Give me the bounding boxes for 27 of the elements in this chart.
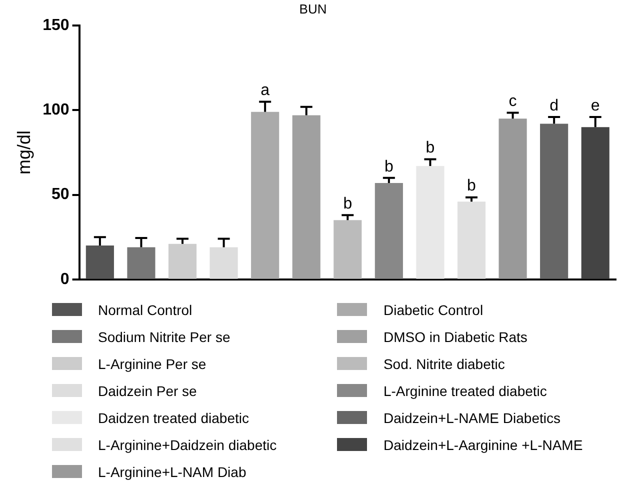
y-tick-label: 0: [60, 270, 70, 288]
data-label: b: [426, 140, 435, 157]
y-tick-label: 150: [42, 17, 70, 34]
data-label: a: [260, 82, 270, 100]
data-label: b: [467, 178, 476, 195]
y-axis-title: mg/dl: [14, 130, 34, 175]
data-label: b: [384, 158, 394, 176]
legend-label: L-Arginine+L-NAM Diab: [98, 464, 246, 480]
legend-label: L-Arginine Per se: [98, 356, 206, 372]
legend-label: Daidzein+L-Aarginine +L-NAME: [383, 436, 583, 452]
legend-label: Sod. Nitrite diabetic: [383, 356, 505, 372]
legend-label: Normal Control: [98, 302, 192, 318]
data-label: d: [550, 97, 559, 114]
y-tick-label: 100: [42, 102, 70, 119]
chart-title: BUN: [299, 1, 327, 16]
legend-label: L-Arginine treated diabetic: [383, 382, 547, 398]
legend-label: Diabetic Control: [383, 302, 484, 318]
data-label: b: [343, 196, 352, 213]
legend-label: Daidzein Per se: [98, 382, 197, 398]
y-tick-label: 50: [52, 186, 70, 204]
legend-label: DMSO in Diabetic Rats: [383, 328, 528, 344]
data-label: c: [508, 93, 517, 110]
data-label: e: [590, 97, 600, 114]
legend-label: L-Arginine+Daidzein diabetic: [98, 436, 277, 452]
legend-label: Daidzein+L-NAME Diabetics: [383, 410, 560, 426]
legend-label: Daidzen treated diabetic: [98, 410, 249, 426]
legend-label: Sodium Nitrite Per se: [98, 328, 230, 344]
